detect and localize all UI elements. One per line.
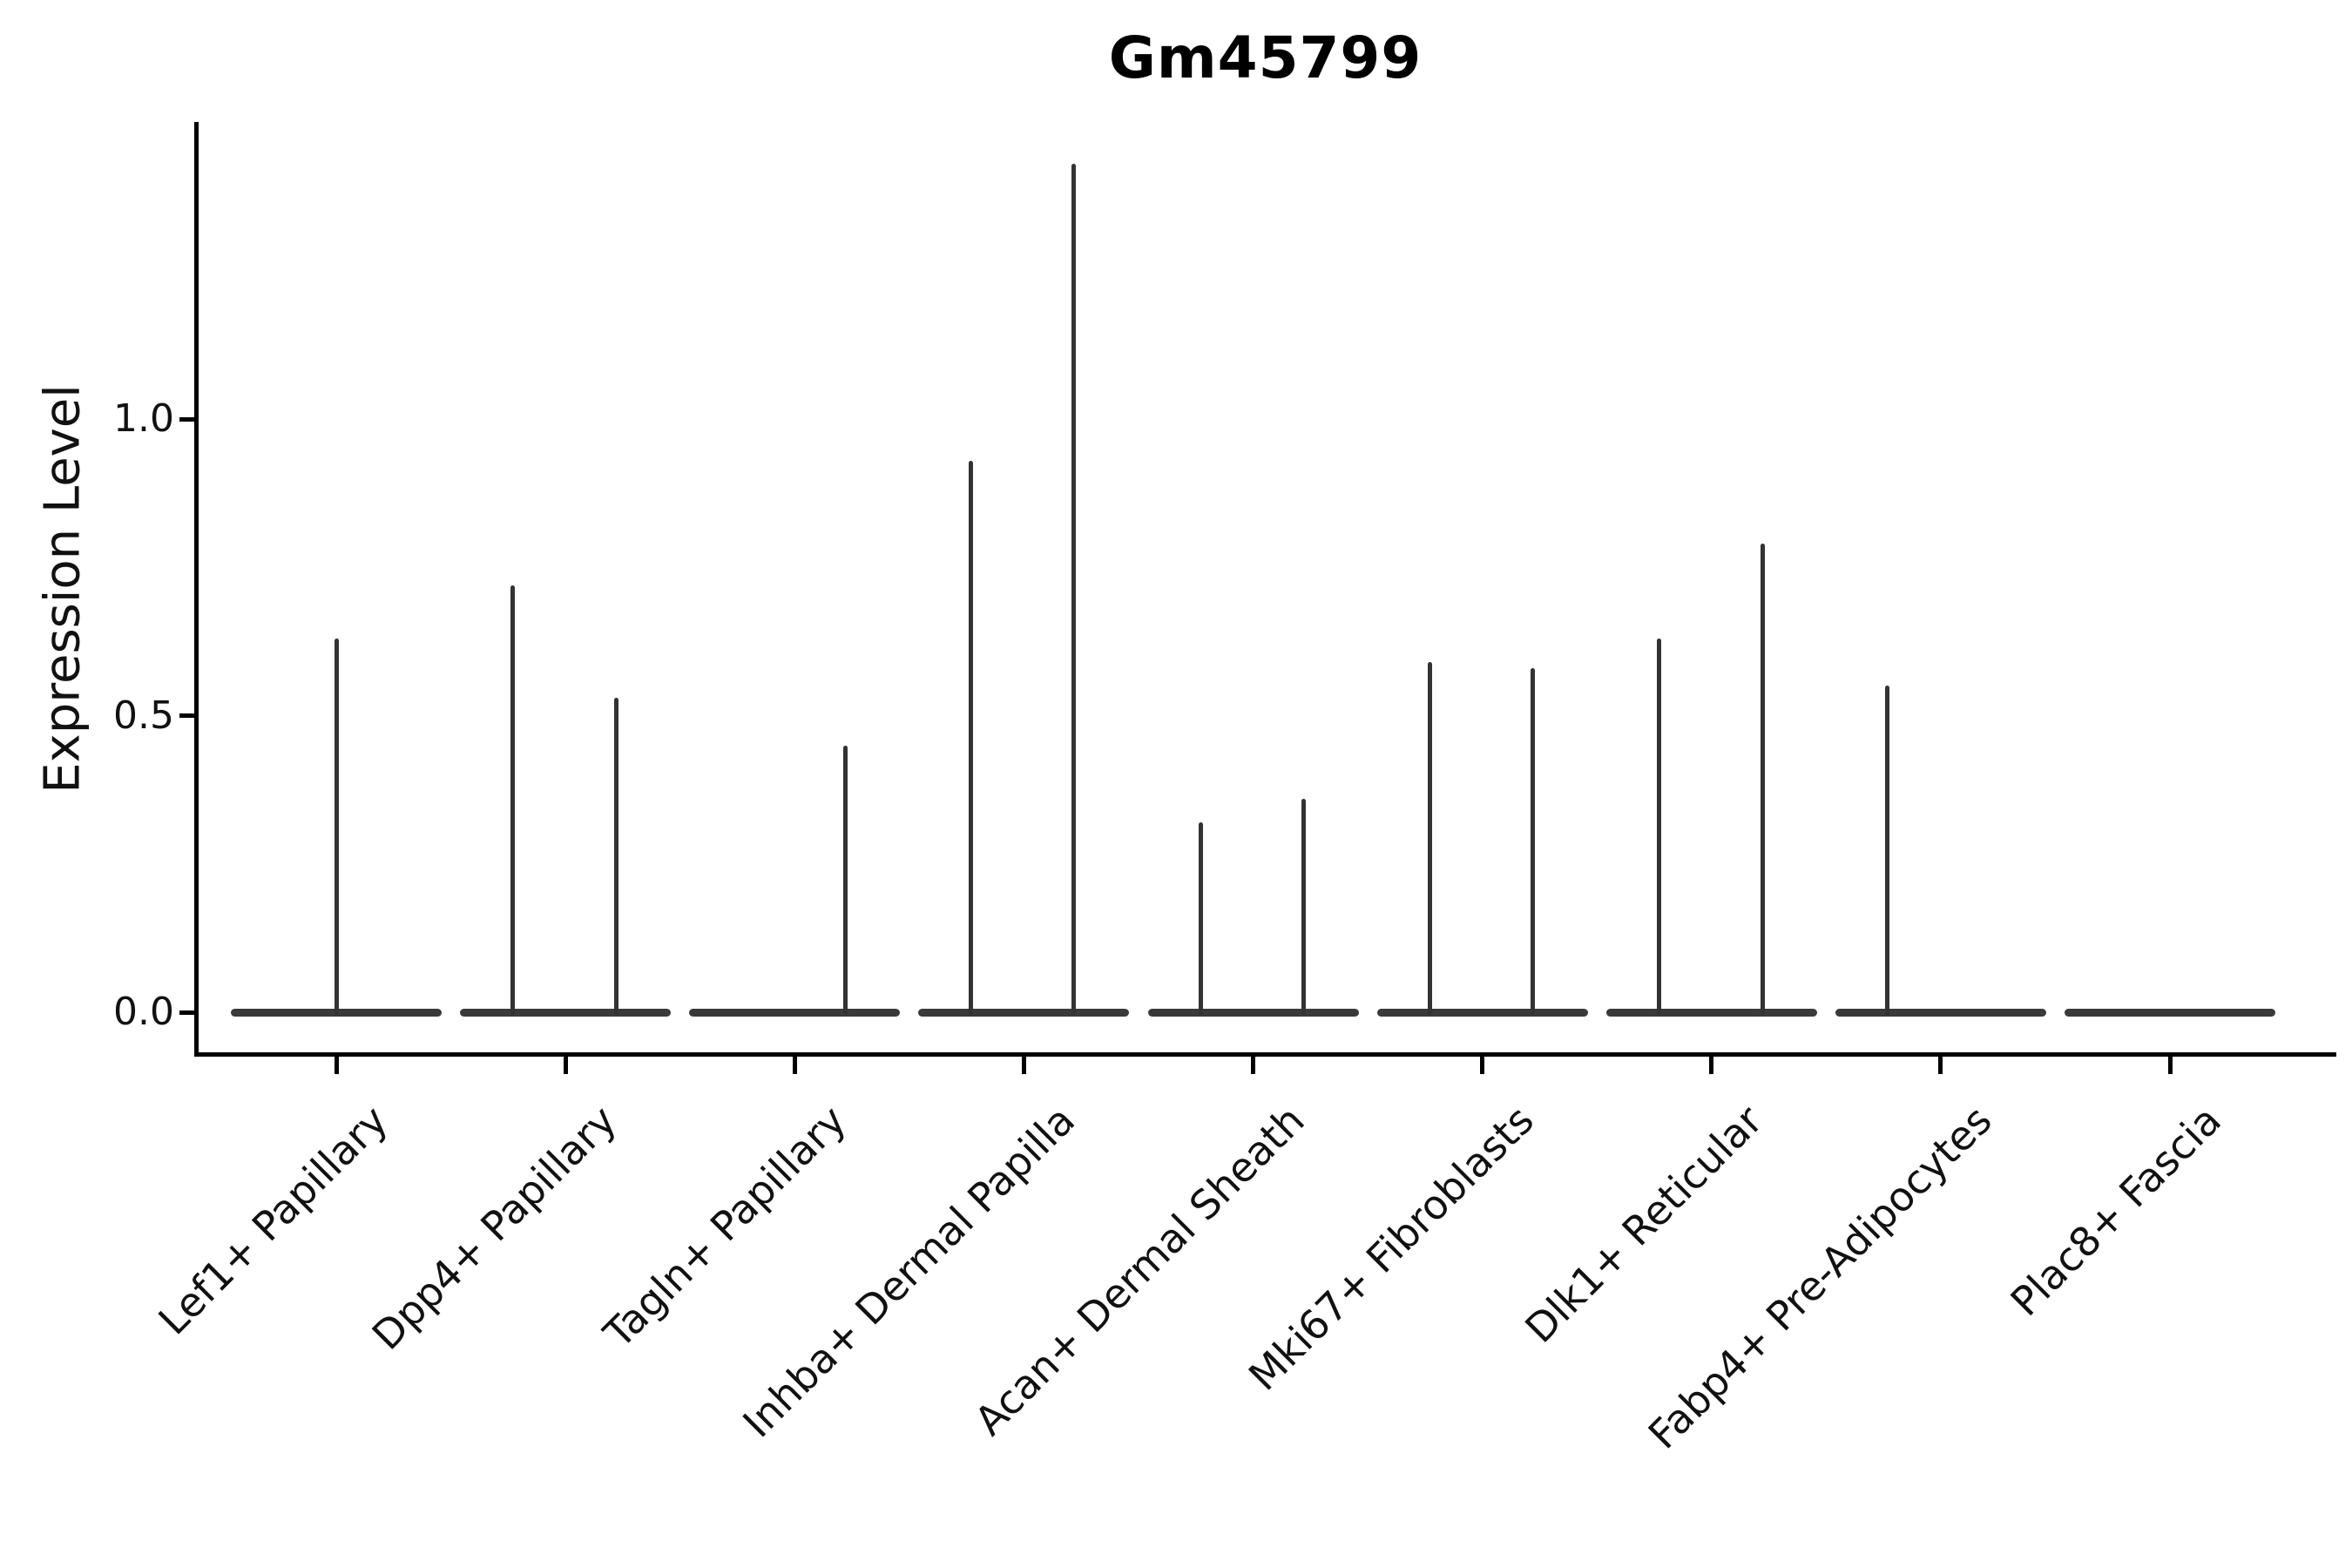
x-axis-spine: [194, 1052, 2336, 1057]
violin-zero-density-bar: [460, 1008, 672, 1017]
x-tick-label: Tagln+ Papillary: [594, 1096, 855, 1357]
violin-zero-density-bar: [689, 1008, 901, 1017]
violin-density-spike: [1071, 164, 1076, 1015]
violin-density-spike: [1761, 544, 1766, 1015]
y-tick-label: 0.5: [113, 693, 174, 738]
page-title: Gm45799: [1108, 24, 1423, 91]
violin-zero-density-bar: [1376, 1008, 1588, 1017]
violin-density-spike: [1301, 798, 1306, 1015]
x-tick: [1480, 1057, 1485, 1074]
violin-density-spike: [1657, 638, 1662, 1015]
violin-density-spike: [968, 460, 973, 1015]
y-tick: [179, 416, 194, 422]
x-tick: [334, 1057, 339, 1074]
x-tick: [1251, 1057, 1255, 1074]
y-tick-label: 0.0: [113, 990, 174, 1034]
y-axis-spine: [194, 122, 199, 1057]
violin-density-spike: [510, 585, 515, 1015]
violin-density-spike: [1531, 668, 1536, 1015]
y-tick: [179, 713, 194, 718]
y-tick: [179, 1010, 194, 1015]
violin-zero-density-bar: [1147, 1008, 1359, 1017]
x-tick: [1021, 1057, 1026, 1074]
x-tick: [563, 1057, 568, 1074]
y-tick-label: 1.0: [113, 396, 174, 441]
x-tick-label: Lef1+ Papillary: [148, 1096, 396, 1344]
violin-zero-density-bar: [1605, 1008, 1817, 1017]
x-tick-label: Dpp4+ Papillary: [362, 1096, 626, 1359]
violin-zero-density-bar: [918, 1008, 1130, 1017]
violin-zero-density-bar: [2065, 1008, 2275, 1017]
x-tick-label: Plac8+ Fascia: [2001, 1096, 2230, 1326]
x-tick: [1709, 1057, 1714, 1074]
violin-density-spike: [334, 638, 339, 1015]
x-tick: [792, 1057, 797, 1074]
violin-zero-density-bar: [1835, 1008, 2046, 1017]
x-tick-label: Dlk1+ Reticular: [1516, 1096, 1772, 1352]
x-tick: [1938, 1057, 1943, 1074]
violin-density-spike: [613, 698, 618, 1015]
violin-density-spike: [1885, 686, 1890, 1015]
x-tick: [2167, 1057, 2173, 1074]
violin-density-spike: [1199, 822, 1203, 1015]
violin-density-spike: [1428, 662, 1433, 1015]
violin-density-spike: [842, 745, 848, 1015]
